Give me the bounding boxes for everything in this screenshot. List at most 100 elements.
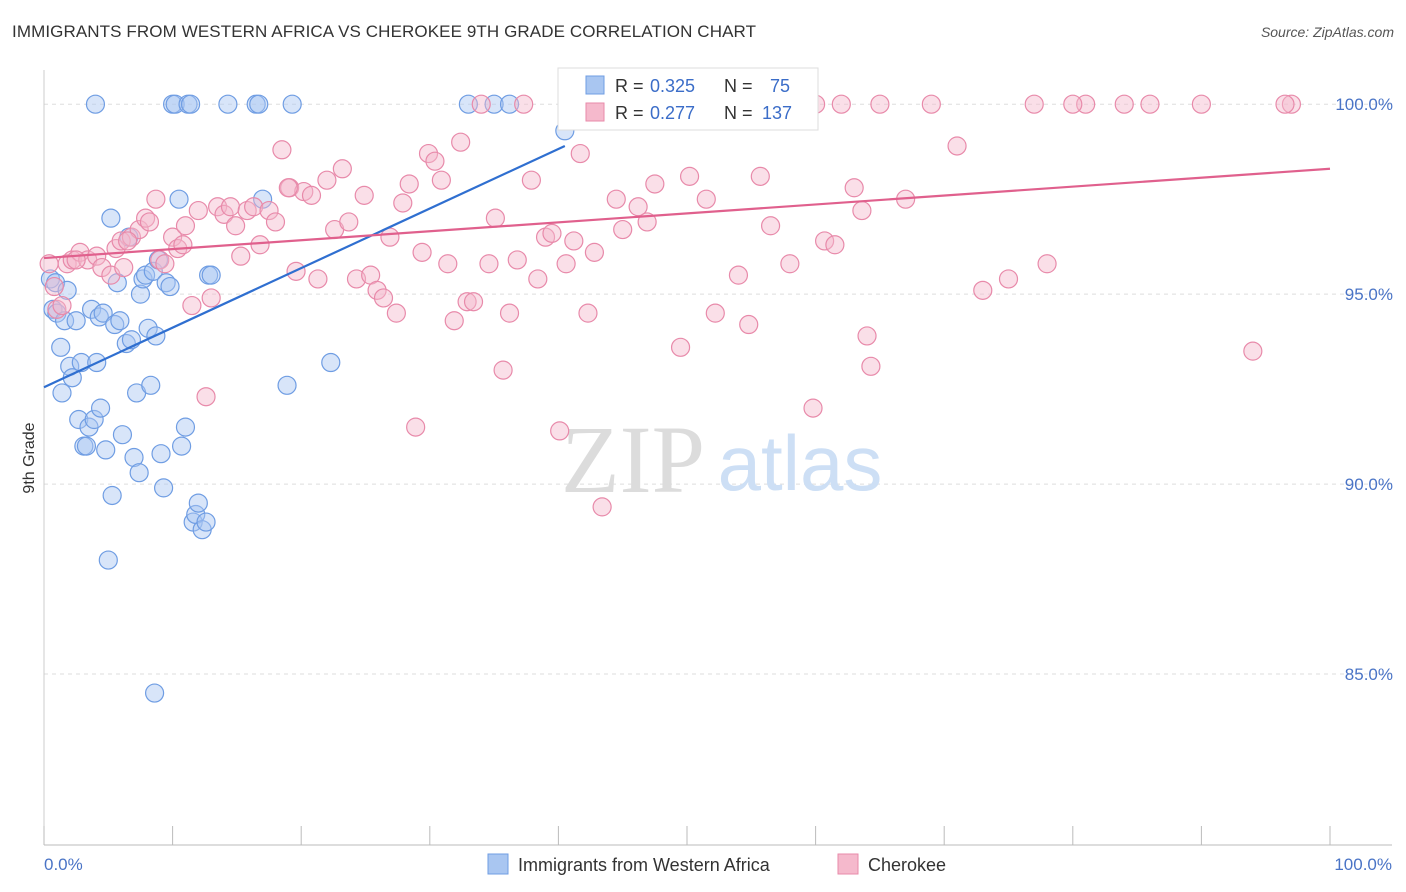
- pink-point-75: [528, 269, 548, 289]
- legend-r-label-pink: R =: [615, 103, 644, 123]
- blue-point-4: [51, 337, 71, 357]
- x-tick-label-right: 100.0%: [1334, 855, 1392, 874]
- pink-point-102: [750, 166, 770, 186]
- blue-point-10: [66, 311, 86, 331]
- pink-point-91: [645, 174, 665, 194]
- pink-point-73: [514, 94, 534, 114]
- y-tick-label-0: 100.0%: [1335, 95, 1393, 114]
- blue-point-67: [282, 94, 302, 114]
- pink-point-49: [354, 185, 374, 205]
- pink-point-51: [367, 280, 387, 300]
- pink-point-98: [705, 303, 725, 323]
- pink-point-60: [425, 151, 445, 171]
- legend-n-value-pink: 137: [762, 103, 792, 123]
- blue-point-61: [201, 265, 221, 285]
- blue-point-54: [181, 94, 201, 114]
- pink-point-135: [1063, 94, 1083, 114]
- pink-point-35: [250, 235, 270, 255]
- pink-point-34: [244, 197, 264, 217]
- pink-point-71: [499, 303, 520, 323]
- pink-point-3: [52, 295, 72, 316]
- pink-point-78: [550, 421, 570, 441]
- legend-r-label-blue: R =: [615, 76, 644, 96]
- watermark-atlas: atlas: [718, 419, 883, 507]
- blue-point-14: [76, 436, 97, 456]
- pink-point-94: [670, 337, 691, 357]
- blue-point-47: [160, 276, 180, 297]
- blue-point-73: [144, 683, 165, 703]
- pink-point-25: [188, 200, 208, 221]
- pink-point-112: [852, 200, 872, 221]
- watermark: ZIP atlas: [561, 406, 882, 513]
- blue-point-5: [52, 383, 72, 403]
- pink-point-65: [457, 292, 477, 312]
- pink-point-113: [857, 326, 877, 346]
- pink-point-64: [451, 132, 471, 152]
- pink-point-2: [47, 299, 67, 319]
- blue-point-62: [218, 94, 238, 114]
- watermark-zip: ZIP: [561, 406, 705, 513]
- blue-point-40: [141, 375, 161, 395]
- blue-point-6: [54, 311, 75, 331]
- pink-point-54: [386, 303, 406, 323]
- pink-point-42: [301, 185, 322, 205]
- stats-legend: R = 0.325 N = 75 R = 0.277 N = 137: [557, 67, 819, 131]
- pink-point-108: [815, 231, 835, 251]
- x-ticks: [43, 826, 1331, 845]
- legend-n-label-pink: N =: [724, 103, 753, 123]
- pink-point-74: [521, 170, 541, 190]
- pink-point-27: [201, 288, 221, 308]
- pink-point-72: [507, 250, 527, 270]
- blue-point-19: [89, 307, 109, 327]
- pink-point-12: [111, 231, 131, 251]
- pink-point-13: [114, 257, 134, 278]
- y-tick-label-2: 90.0%: [1345, 475, 1393, 494]
- pink-point-29: [214, 204, 234, 224]
- pink-point-115: [870, 94, 890, 114]
- pink-point-68: [479, 254, 499, 274]
- pink-point-82: [578, 303, 598, 323]
- blue-point-16: [81, 299, 102, 319]
- pink-point-67: [471, 94, 491, 114]
- pink-point-32: [231, 246, 251, 266]
- legend-n-value-blue: 75: [770, 76, 790, 96]
- blue-point-20: [90, 398, 111, 418]
- pink-point-103: [760, 216, 781, 236]
- trend-line-cherokee: [43, 167, 1331, 260]
- pink-point-23: [175, 216, 196, 236]
- pink-point-120: [998, 269, 1019, 289]
- blue-point-64: [249, 94, 269, 114]
- pink-point-8: [87, 246, 107, 266]
- pink-point-125: [1140, 94, 1160, 114]
- pink-point-109: [825, 235, 845, 255]
- blue-point-29: [112, 425, 133, 445]
- pink-point-69: [485, 208, 505, 228]
- x-tick-label-left: 0.0%: [44, 855, 83, 874]
- pink-point-101: [739, 314, 759, 335]
- pink-point-121: [1024, 94, 1044, 114]
- series-legend-label-blue: Immigrants from Western Africa: [518, 855, 771, 875]
- pink-point-84: [592, 497, 612, 517]
- y-tick-labels: 100.0% 95.0% 90.0% 85.0%: [1335, 95, 1393, 684]
- pink-point-38: [272, 140, 292, 160]
- pink-point-118: [947, 136, 967, 156]
- pink-point-87: [613, 219, 633, 240]
- pink-point-124: [1114, 94, 1134, 114]
- pink-point-1: [44, 276, 64, 297]
- pink-point-114: [861, 356, 881, 376]
- pink-point-136: [1275, 94, 1295, 114]
- pink-point-61: [431, 170, 451, 190]
- pink-point-119: [973, 280, 993, 300]
- pink-point-117: [921, 94, 941, 114]
- y-tick-label-3: 85.0%: [1345, 665, 1393, 684]
- pink-point-97: [696, 189, 716, 209]
- pink-point-63: [444, 311, 464, 331]
- blue-point-28: [110, 311, 130, 331]
- pink-point-37: [265, 212, 286, 232]
- pink-point-17: [139, 212, 160, 232]
- blue-point-36: [130, 284, 151, 304]
- blue-point-7: [57, 280, 77, 300]
- blue-point-11: [69, 409, 89, 430]
- pink-point-47: [339, 212, 359, 232]
- series-legend-swatch-pink: [837, 853, 859, 875]
